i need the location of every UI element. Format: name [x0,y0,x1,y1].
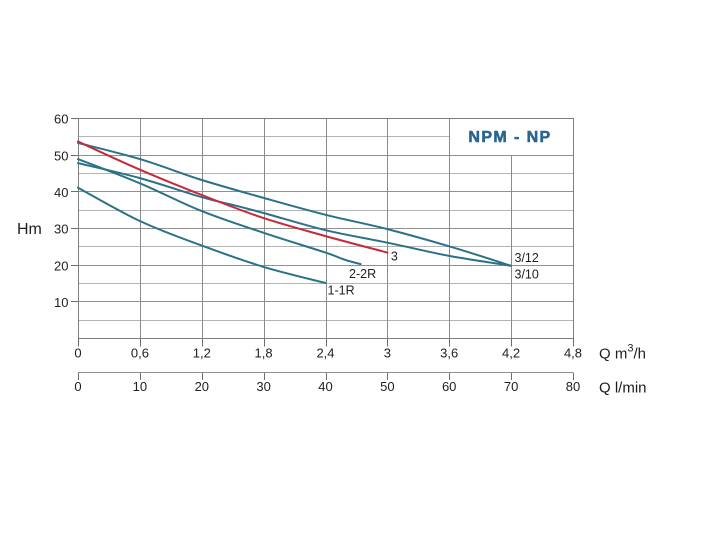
svg-text:10: 10 [133,379,147,394]
svg-text:Q l/min: Q l/min [599,380,647,397]
svg-text:30: 30 [256,379,270,394]
svg-text:NPM - NP: NPM - NP [468,129,551,146]
svg-text:Q m3/h: Q m3/h [599,343,646,363]
svg-text:80: 80 [566,379,580,394]
svg-text:30: 30 [54,222,68,237]
svg-text:3/12: 3/12 [515,251,539,265]
svg-text:0: 0 [74,379,81,394]
svg-text:3: 3 [384,345,391,360]
svg-text:1,8: 1,8 [255,345,273,360]
svg-text:4,8: 4,8 [564,345,582,360]
svg-text:10: 10 [54,295,68,310]
svg-text:Hm: Hm [17,221,42,238]
svg-text:2-2R: 2-2R [349,267,376,281]
svg-text:70: 70 [504,379,518,394]
svg-text:3/10: 3/10 [515,267,539,281]
svg-text:2,4: 2,4 [316,345,334,360]
svg-text:0: 0 [74,345,81,360]
svg-text:20: 20 [54,258,68,273]
svg-text:60: 60 [442,379,456,394]
svg-text:1-1R: 1-1R [328,284,355,298]
svg-text:1,2: 1,2 [193,345,211,360]
svg-text:4,2: 4,2 [502,345,520,360]
svg-text:40: 40 [318,379,332,394]
svg-text:50: 50 [380,379,394,394]
svg-text:40: 40 [54,185,68,200]
svg-text:60: 60 [54,112,68,127]
svg-text:20: 20 [195,379,209,394]
svg-text:3: 3 [391,250,398,264]
svg-text:50: 50 [54,148,68,163]
svg-text:0,6: 0,6 [131,345,149,360]
svg-text:3,6: 3,6 [440,345,458,360]
